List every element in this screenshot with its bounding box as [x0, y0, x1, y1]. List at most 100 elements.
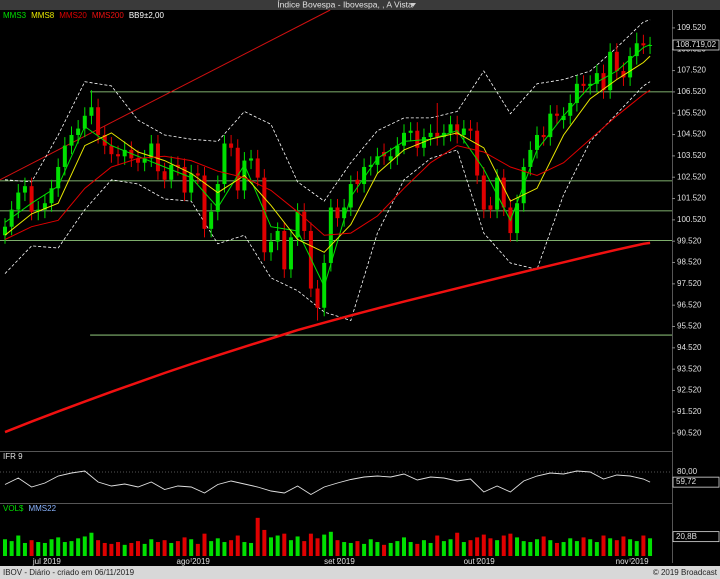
- candle-body: [528, 149, 533, 167]
- candle-body: [109, 145, 114, 155]
- y-tick-label: 92.520: [677, 386, 702, 395]
- moving-average: [4, 55, 651, 253]
- volume-bar: [648, 538, 653, 556]
- volume-bar: [521, 541, 526, 556]
- candle-body: [375, 156, 380, 165]
- trend-line: [0, 9, 331, 181]
- candle-body: [475, 130, 480, 176]
- y-tick-label: 95.520: [677, 322, 702, 331]
- volume-bar: [222, 542, 227, 556]
- candle-body: [182, 166, 187, 193]
- volume-bar: [501, 535, 506, 556]
- candle-body: [222, 143, 227, 185]
- moving-average: [4, 44, 651, 288]
- bollinger-band: [4, 81, 651, 322]
- volume-bar: [262, 529, 267, 556]
- volume-bar: [421, 540, 426, 556]
- x-tick-label: nov 2019: [616, 557, 649, 566]
- volume-bar: [2, 539, 7, 556]
- y-tick-label: 98.520: [677, 258, 702, 267]
- dropdown-icon[interactable]: [410, 3, 416, 7]
- last-value-box: [672, 531, 720, 543]
- volume-bar: [242, 542, 247, 556]
- volume-bar: [149, 539, 154, 556]
- panel-title: IFR 9: [3, 452, 23, 461]
- candle-body: [515, 203, 520, 234]
- volume-bar: [355, 541, 360, 556]
- y-tick-label: 99.520: [677, 236, 702, 245]
- candle-body: [581, 83, 586, 86]
- legend-entry: MMS8: [31, 11, 55, 20]
- volume-bar: [135, 541, 140, 556]
- volume-bar: [249, 542, 254, 556]
- candle-body: [288, 237, 293, 270]
- candle-body: [122, 149, 127, 157]
- volume-bar: [342, 542, 347, 556]
- volume-bar: [122, 544, 127, 556]
- candle-body: [62, 145, 67, 167]
- candle-body: [641, 43, 646, 46]
- candle-body: [594, 73, 599, 84]
- candle-body: [574, 83, 579, 103]
- y-tick-label: 105.520: [677, 108, 706, 117]
- volume-bar: [528, 542, 533, 556]
- legend-entry: MMS200: [92, 11, 125, 20]
- volume-bar: [621, 536, 626, 556]
- volume-bar: [29, 540, 34, 556]
- candle-body: [209, 211, 214, 229]
- candle-body: [116, 154, 121, 157]
- volume-bar: [175, 541, 180, 556]
- candle-body: [415, 130, 420, 148]
- candle-body: [315, 288, 320, 308]
- volume-bar: [641, 535, 646, 556]
- volume-bar: [69, 541, 74, 556]
- candle-body: [488, 205, 493, 210]
- candle-body: [82, 115, 87, 129]
- last-value-box: [672, 476, 720, 488]
- volume-bar: [554, 542, 559, 556]
- volume-bar: [62, 542, 67, 556]
- candle-body: [588, 83, 593, 86]
- footer-bar: [0, 566, 720, 579]
- volume-bar: [541, 536, 546, 556]
- volume-bar: [428, 542, 433, 556]
- last-value-label: 20,8B: [676, 532, 697, 541]
- volume-bar: [401, 537, 406, 556]
- candle-body: [435, 132, 440, 138]
- candle-body: [155, 143, 160, 172]
- volume-bar: [495, 540, 500, 556]
- volume-bar: [302, 541, 307, 556]
- candle-body: [408, 130, 413, 133]
- y-tick-label: 90.520: [677, 428, 702, 437]
- volume-bar: [581, 537, 586, 556]
- y-tick-label: 101.520: [677, 194, 706, 203]
- volume-bar: [588, 539, 593, 556]
- candle-body: [501, 177, 506, 208]
- candle-body: [175, 164, 180, 167]
- candle-body: [448, 124, 453, 133]
- volume-bar: [574, 541, 579, 556]
- candle-body: [395, 145, 400, 157]
- candle-body: [601, 73, 606, 91]
- volume-bar: [36, 542, 41, 556]
- volume-bar: [109, 543, 114, 556]
- volume-bar: [82, 536, 87, 556]
- y-tick-label: 107.520: [677, 66, 706, 75]
- volume-bar: [16, 535, 21, 556]
- x-tick-label: set 2019: [324, 557, 355, 566]
- volume-bar: [368, 539, 373, 556]
- volume-bar: [315, 538, 320, 556]
- volume-bar: [382, 544, 387, 556]
- candle-body: [342, 207, 347, 219]
- last-value-box: [672, 39, 720, 51]
- y-tick-label: 97.520: [677, 279, 702, 288]
- volume-bar: [155, 542, 160, 556]
- volume-bar: [375, 542, 380, 556]
- candle-body: [368, 164, 373, 167]
- candle-body: [262, 177, 267, 253]
- candle-body: [621, 70, 626, 78]
- candle-body: [189, 173, 194, 193]
- candle-body: [481, 175, 486, 210]
- candle-body: [249, 158, 254, 161]
- candle-body: [16, 192, 21, 210]
